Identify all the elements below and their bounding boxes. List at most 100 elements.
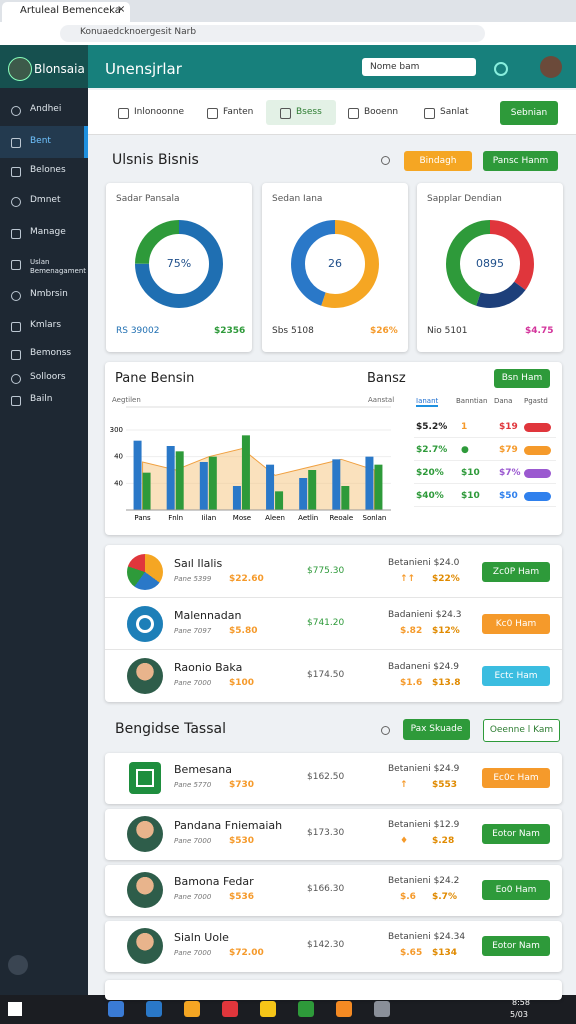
item-amount: $536 xyxy=(229,892,255,902)
item-b: $12% xyxy=(432,626,460,636)
taskbar-app[interactable] xyxy=(146,1001,162,1017)
button[interactable]: Pansc Hanm xyxy=(483,151,558,171)
status-badge xyxy=(524,469,551,478)
search-box[interactable] xyxy=(362,58,476,76)
taskbar-app[interactable] xyxy=(108,1001,124,1017)
button[interactable]: Sebnian xyxy=(500,101,558,125)
sidebar-item[interactable]: Belones xyxy=(30,165,66,175)
item-amount: $530 xyxy=(229,836,255,846)
tab-icon xyxy=(280,108,291,119)
taskbar-app[interactable] xyxy=(336,1001,352,1017)
icon-avatar xyxy=(127,928,163,964)
taskbar-app[interactable] xyxy=(184,1001,200,1017)
bar xyxy=(199,462,208,510)
item-amount: $22.60 xyxy=(229,574,264,584)
sidebar-item[interactable]: Solloors xyxy=(30,372,66,382)
sidebar-item[interactable]: Andhei xyxy=(30,104,62,114)
item-mid: $775.30 xyxy=(307,566,345,576)
tab[interactable]: Bsess xyxy=(296,107,322,117)
address-field[interactable] xyxy=(60,25,485,42)
taskbar-app[interactable] xyxy=(374,1001,390,1017)
button[interactable]: Bsn Ham xyxy=(494,369,550,388)
settings-button[interactable] xyxy=(8,955,28,975)
item-label: Badanieni $24.3 xyxy=(388,610,462,620)
tab-icon xyxy=(118,108,129,119)
bar xyxy=(142,472,151,510)
sidebar-item[interactable]: Bemonss xyxy=(30,348,72,358)
taskbar-app[interactable] xyxy=(298,1001,314,1017)
donut-center: 75% xyxy=(167,257,191,270)
button[interactable]: Ec0c Ham xyxy=(482,768,550,788)
donut-card xyxy=(262,183,408,352)
bar xyxy=(275,491,284,510)
table-cell: $5.2% xyxy=(416,422,448,432)
item-name: Raonio Baka xyxy=(174,661,243,674)
sidebar-item[interactable]: Manage xyxy=(30,227,66,237)
sidebar-icon xyxy=(11,322,21,332)
y-tick-label: 300 xyxy=(110,426,123,434)
sidebar-item[interactable]: Uslan Bemenagament xyxy=(30,258,86,275)
sidebar-item[interactable]: Dmnet xyxy=(30,195,61,205)
donut: 26 xyxy=(291,220,379,308)
sidebar-item[interactable]: Nmbrsin xyxy=(30,289,68,299)
button[interactable]: Pax Skuade xyxy=(403,719,470,740)
tab[interactable]: Booenn xyxy=(364,107,399,117)
row-divider xyxy=(414,483,556,484)
sidebar xyxy=(0,45,88,995)
item-label: Betanieni $24.2 xyxy=(388,876,460,886)
tab[interactable]: Sanlat xyxy=(440,107,469,117)
tab[interactable]: Inlonoonne xyxy=(134,107,185,117)
button[interactable]: Kc0 Ham xyxy=(482,614,550,634)
x-tick-label: Aleen xyxy=(265,514,285,522)
button[interactable]: Oeenne l Kam xyxy=(483,719,560,742)
icon-avatar xyxy=(127,816,163,852)
card-footer-left: RS 39002 xyxy=(116,326,160,336)
item-name: Bamona Fedar xyxy=(174,875,254,888)
tab-icon xyxy=(207,108,218,119)
button[interactable]: Zc0P Ham xyxy=(482,562,550,582)
avatar xyxy=(8,57,32,81)
brand: Blonsaia xyxy=(34,62,85,76)
card-footer-right: $26% xyxy=(370,326,398,336)
start-button[interactable] xyxy=(8,1002,22,1016)
card-footer-left: Nio 5101 xyxy=(427,326,468,336)
search-icon[interactable] xyxy=(381,156,390,165)
item-mid: $166.30 xyxy=(307,884,345,894)
button[interactable]: Ectc Ham xyxy=(482,666,550,686)
donut-center: 26 xyxy=(328,257,342,270)
y-tick-label: 40 xyxy=(114,453,123,461)
taskbar-app[interactable] xyxy=(222,1001,238,1017)
row-divider xyxy=(105,597,562,598)
sidebar-item[interactable]: Bailn xyxy=(30,394,53,404)
donut-segment xyxy=(446,220,534,308)
sidebar-item[interactable]: Bent xyxy=(30,136,51,146)
button[interactable]: Bindagh xyxy=(404,151,472,171)
list-card xyxy=(105,980,562,1000)
item-a: $.65 xyxy=(400,948,423,958)
button[interactable]: Eotor Nam xyxy=(482,824,550,844)
header-icon[interactable] xyxy=(494,62,508,76)
tab[interactable]: Fanten xyxy=(223,107,254,117)
search-icon[interactable] xyxy=(381,726,390,735)
item-a: ↑↑ xyxy=(400,574,416,584)
button[interactable]: Eotor Nam xyxy=(482,936,550,956)
card-footer-left: Sbs 5108 xyxy=(272,326,314,336)
item-amount: $5.80 xyxy=(229,626,258,636)
browser-tab[interactable] xyxy=(2,2,130,22)
sidebar-item[interactable]: Kmlars xyxy=(30,320,62,330)
donut-card xyxy=(417,183,563,352)
taskbar-app[interactable] xyxy=(260,1001,276,1017)
sidebar-icon xyxy=(11,106,21,116)
item-amount: $100 xyxy=(229,678,255,688)
tab-close[interactable]: × xyxy=(117,4,126,15)
donut: 0895 xyxy=(446,220,534,308)
item-b: $134 xyxy=(432,948,458,958)
button[interactable]: Eo0 Ham xyxy=(482,880,550,900)
header-avatar[interactable] xyxy=(540,56,562,78)
item-b: $22% xyxy=(432,574,460,584)
sidebar-icon xyxy=(11,291,21,301)
item-b: $.7% xyxy=(432,892,457,902)
item-sub: Pane 5399 xyxy=(174,575,212,583)
donut-center: 0895 xyxy=(476,257,504,270)
